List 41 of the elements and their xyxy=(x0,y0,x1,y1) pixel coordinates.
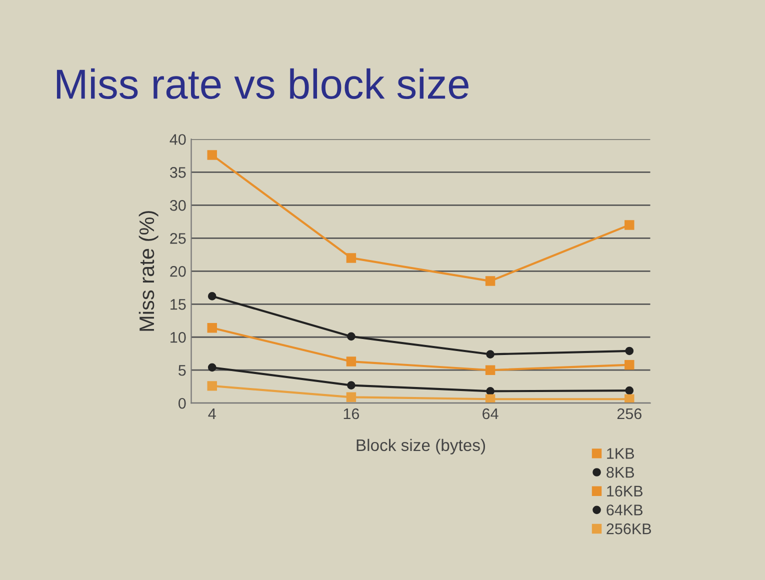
point xyxy=(207,323,217,333)
legend-label: 1KB xyxy=(607,448,634,459)
y-tick-label: 20 xyxy=(170,266,186,277)
chart-title: Miss rate vs block size xyxy=(56,68,468,100)
point xyxy=(624,394,634,404)
y-tick-label: 5 xyxy=(178,365,186,376)
point xyxy=(485,365,496,375)
y-tick-label: 25 xyxy=(170,233,186,244)
point xyxy=(207,150,217,160)
point xyxy=(486,350,494,358)
point xyxy=(207,381,217,391)
legend-label: 8KB xyxy=(606,466,634,478)
x-tick-label: 16 xyxy=(344,408,360,420)
point xyxy=(485,394,496,404)
x-axis-title: Block size (bytes) xyxy=(356,438,486,454)
point xyxy=(347,381,356,390)
legend-label: 64KB xyxy=(606,504,642,516)
legend-label: 256KB xyxy=(606,523,651,534)
point xyxy=(486,387,494,396)
point xyxy=(625,346,634,356)
point xyxy=(208,363,216,372)
point xyxy=(624,360,634,370)
y-tick-label: 35 xyxy=(170,167,186,178)
point xyxy=(485,276,496,286)
x-tick-label: 64 xyxy=(482,408,498,420)
x-tick-label: 4 xyxy=(208,408,216,420)
point xyxy=(346,253,356,263)
point xyxy=(624,220,634,230)
x-tick-label: 256 xyxy=(617,408,642,420)
y-tick-label: 40 xyxy=(170,134,186,145)
point xyxy=(208,292,216,300)
point xyxy=(346,356,356,366)
y-tick-label: 10 xyxy=(170,332,186,343)
point xyxy=(625,386,634,395)
point xyxy=(347,332,356,341)
legend-label: 16KB xyxy=(607,486,642,497)
point xyxy=(346,392,356,402)
y-tick-label: 0 xyxy=(178,398,186,409)
y-axis-title: Miss rate (%) xyxy=(138,211,158,331)
y-tick-label: 30 xyxy=(170,200,186,211)
y-tick-label: 15 xyxy=(170,299,186,310)
